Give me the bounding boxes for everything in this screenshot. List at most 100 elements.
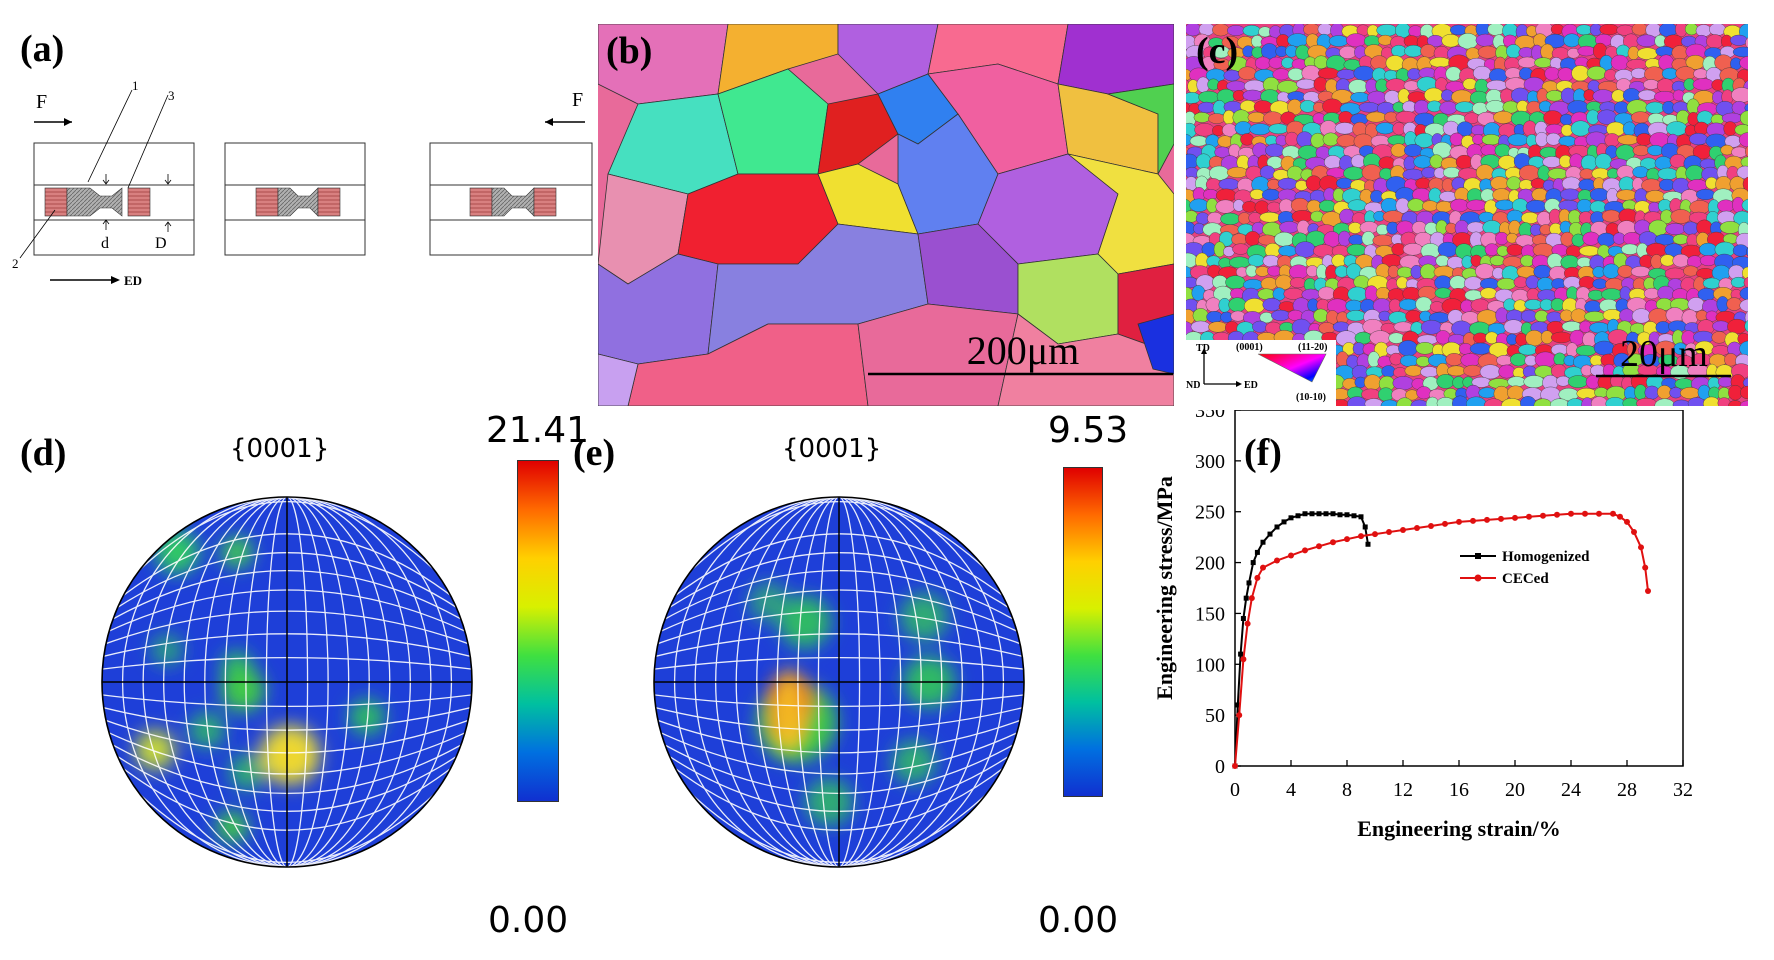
data-point [1274, 524, 1280, 530]
data-point [1470, 517, 1476, 524]
plot-frame [1234, 410, 1684, 767]
panel-d-label: (d) [20, 432, 67, 474]
panel-b: 200μm (b) [598, 24, 1174, 406]
data-point [1330, 511, 1336, 517]
colorbar-d-max: 21.41 [486, 410, 590, 451]
y-tick-label: 200 [1195, 553, 1225, 575]
y-tick-label: 50 [1205, 705, 1225, 727]
data-point [1243, 595, 1249, 601]
x-tick-label: 28 [1617, 779, 1637, 801]
data-point [1442, 520, 1448, 527]
pole-figure-e-title: {0001} [782, 434, 882, 464]
ebsd-map-fine [1186, 24, 1748, 406]
data-point [1631, 529, 1637, 536]
x-tick-label: 4 [1286, 779, 1296, 801]
data-point [1337, 512, 1343, 518]
data-point [1617, 513, 1623, 520]
y-tick-label: 300 [1195, 451, 1225, 473]
data-point [1240, 616, 1246, 622]
panel-b-label: (b) [606, 30, 653, 72]
panel-f: 0 4 8 12 16 20 24 28 32 0 50 100 150 200 250 300 350 Engi… [1140, 410, 1774, 950]
data-point [1512, 514, 1518, 521]
data-point [1596, 510, 1602, 517]
data-point [1316, 511, 1322, 517]
legend-0001: (0001) [1236, 342, 1263, 353]
x-axis-label: Engineering strain/% [1357, 816, 1561, 841]
data-point [1236, 712, 1243, 719]
scalebar-b-label: 200μm [967, 328, 1080, 373]
panel-e: (e) {0001} 9.53 0.00 [560, 410, 1150, 950]
cec-schematic: F F 1 3 2 d D [12, 78, 593, 288]
panel-a-label: (a) [20, 28, 65, 70]
data-point [1642, 564, 1649, 571]
data-point [1400, 527, 1406, 534]
panel-c: (c) TD ND ED (0001) (11-20) (10-10) 20μm [1186, 24, 1748, 406]
colorbar-e-min: 0.00 [1038, 900, 1119, 941]
x-tick-label: 0 [1230, 779, 1240, 801]
data-point [1624, 518, 1630, 525]
legend-td: TD [1196, 343, 1210, 354]
colorbar-e-max: 9.53 [1048, 410, 1129, 451]
colorbar-e [1063, 467, 1103, 797]
die-stage-3 [429, 142, 593, 256]
data-point [1309, 511, 1315, 517]
data-point [1246, 580, 1252, 586]
pole-figure-d [101, 496, 473, 868]
data-point [1568, 510, 1574, 517]
legend-nd: ND [1186, 380, 1200, 391]
data-point [1362, 524, 1368, 530]
data-point [1582, 510, 1588, 517]
die-stage-2 [224, 142, 366, 256]
legend-label: CECed [1502, 571, 1549, 587]
pole-figure-e [653, 496, 1025, 868]
data-point [1365, 541, 1371, 547]
data-point [1316, 543, 1322, 550]
data-point [1235, 702, 1241, 708]
x-tick-label: 8 [1342, 779, 1352, 801]
x-tick-label: 12 [1393, 779, 1413, 801]
data-point [1358, 533, 1364, 540]
data-point [1248, 595, 1255, 602]
y-tick-label: 0 [1215, 756, 1225, 778]
data-point [1428, 522, 1434, 529]
y-tick-label: 150 [1195, 603, 1225, 625]
data-point [1260, 539, 1266, 545]
ipf-triangle [1257, 353, 1327, 383]
data-point [1358, 514, 1364, 520]
data-point [1281, 519, 1287, 525]
panel-f-label: (f) [1244, 432, 1282, 474]
callout-3: 3 [168, 88, 175, 103]
data-point [1260, 564, 1266, 571]
data-point [1240, 656, 1247, 663]
data-point [1330, 539, 1336, 546]
dim-d: d [101, 235, 109, 252]
panel-e-label: (e) [573, 432, 616, 474]
legend-1120: (11-20) [1298, 342, 1327, 353]
data-point [1344, 512, 1350, 518]
force-right-label: F [572, 89, 583, 111]
callout-2: 2 [12, 256, 19, 271]
x-tick-label: 32 [1673, 779, 1693, 801]
data-point [1302, 511, 1308, 517]
panel-c-label: (c) [1196, 30, 1239, 72]
data-point [1288, 552, 1294, 559]
dim-D: D [155, 235, 167, 252]
data-point [1238, 651, 1244, 657]
panel-d: (d) {0001} 21.41 0.00 [0, 410, 600, 950]
y-tick-label: 350 [1195, 410, 1225, 422]
data-point [1540, 512, 1546, 519]
colorbar-d-min: 0.00 [488, 900, 569, 941]
ebsd-map-coarse: 200μm [598, 24, 1174, 406]
data-point [1250, 560, 1256, 566]
callout-1: 1 [132, 78, 139, 93]
data-point [1254, 549, 1260, 555]
data-point [1244, 620, 1251, 627]
data-point [1645, 588, 1651, 595]
data-point [1638, 544, 1644, 551]
legend-label: Homogenized [1502, 549, 1590, 565]
data-point [1295, 513, 1301, 519]
data-point [1484, 516, 1490, 523]
x-tick-label: 24 [1561, 779, 1581, 801]
data-point [1372, 531, 1378, 538]
data-point [1254, 574, 1261, 581]
